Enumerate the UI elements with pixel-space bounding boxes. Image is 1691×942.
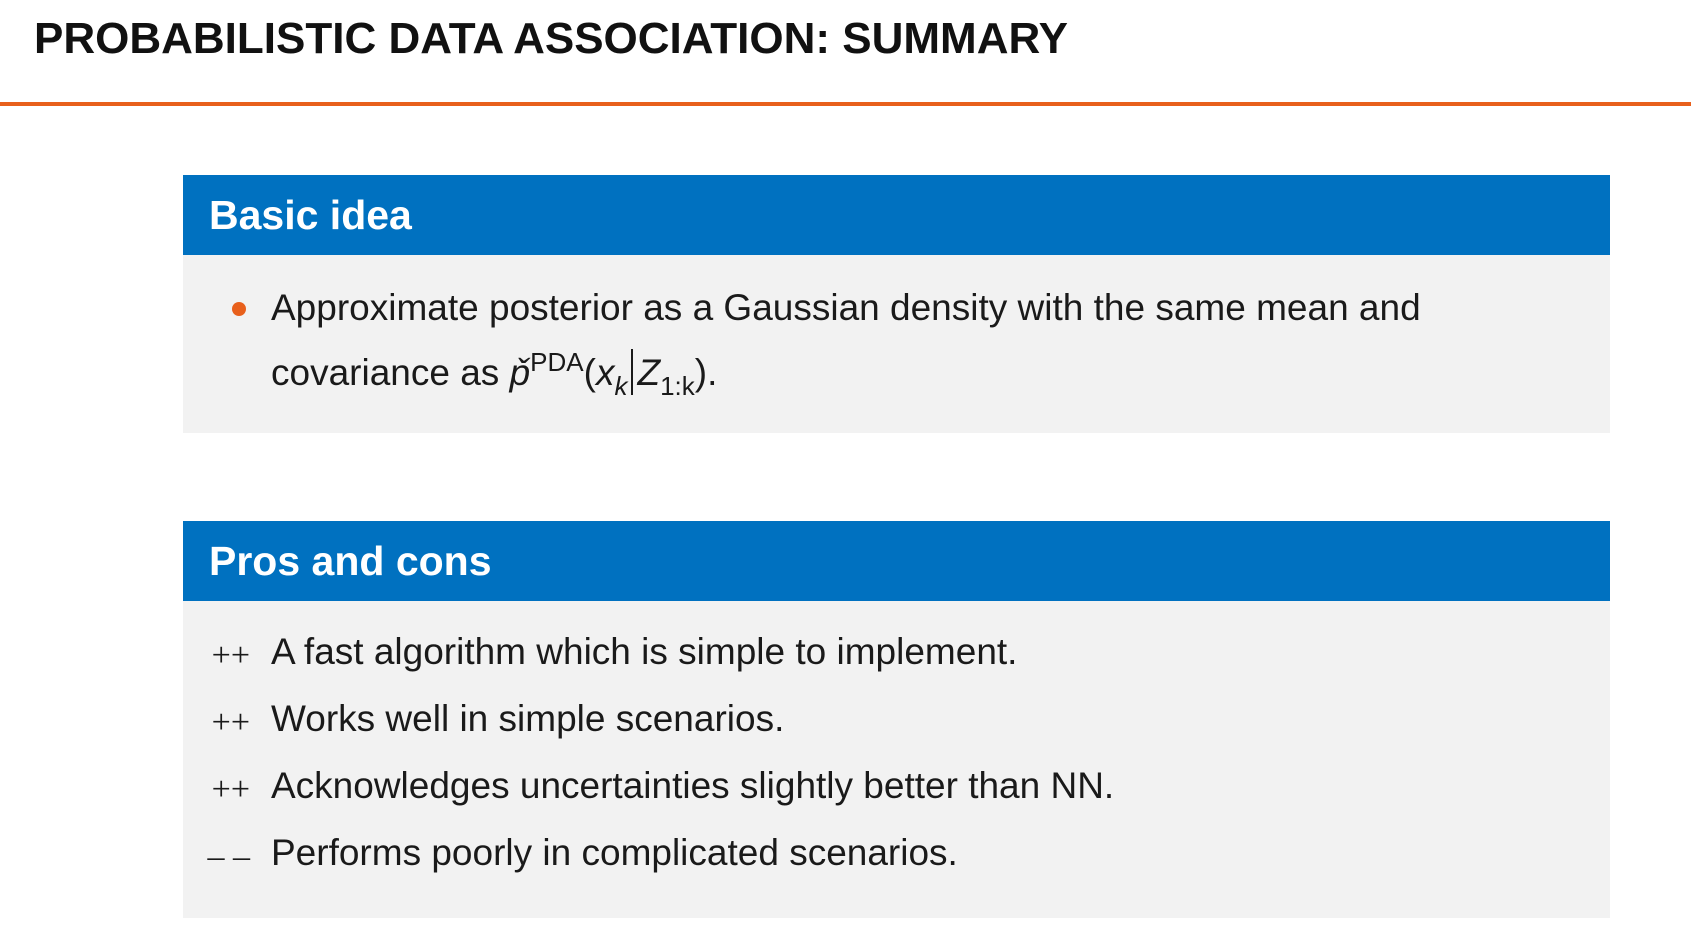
math-x-subscript: k	[614, 371, 628, 401]
basic-idea-text: Approximate posterior as a Gaussian dens…	[271, 280, 1591, 414]
slide-title: PROBABILISTIC DATA ASSOCIATION: SUMMARY	[34, 14, 1068, 63]
pro-text: A fast algorithm which is simple to impl…	[271, 631, 1018, 672]
pros-cons-header: Pros and cons	[183, 521, 1610, 601]
basic-idea-sentence: Approximate posterior as a Gaussian dens…	[271, 287, 1421, 393]
list-item: ++ Acknowledges uncertainties slightly b…	[183, 762, 1610, 829]
con-symbol: – –	[207, 838, 251, 875]
math-x: x	[595, 352, 615, 393]
pro-symbol: ++	[211, 704, 250, 741]
basic-idea-block: Basic idea Approximate posterior as a Ga…	[183, 175, 1610, 433]
pros-cons-list: ++ A fast algorithm which is simple to i…	[183, 628, 1610, 896]
pro-symbol: ++	[211, 771, 250, 808]
math-z-subscript: 1:k	[660, 371, 695, 401]
pro-text: Works well in simple scenarios.	[271, 698, 785, 739]
pro-symbol: ++	[211, 637, 250, 674]
pros-cons-block: Pros and cons ++ A fast algorithm which …	[183, 521, 1610, 918]
math-open-paren: (	[583, 352, 596, 393]
con-text: Performs poorly in complicated scenarios…	[271, 832, 958, 873]
list-item: ++ A fast algorithm which is simple to i…	[183, 628, 1610, 695]
title-divider	[0, 102, 1691, 106]
basic-idea-header: Basic idea	[183, 175, 1610, 255]
math-z: Z	[637, 352, 661, 393]
pro-text: Acknowledges uncertainties slightly bett…	[271, 765, 1115, 806]
math-conditional-bar	[631, 349, 634, 395]
list-item: – – Performs poorly in complicated scena…	[183, 829, 1610, 896]
math-p-symbol: p̌	[509, 352, 531, 393]
math-superscript: PDA	[530, 347, 584, 377]
list-item: ++ Works well in simple scenarios.	[183, 695, 1610, 762]
math-close-paren: ).	[694, 352, 718, 393]
bullet-dot-icon	[232, 302, 246, 316]
